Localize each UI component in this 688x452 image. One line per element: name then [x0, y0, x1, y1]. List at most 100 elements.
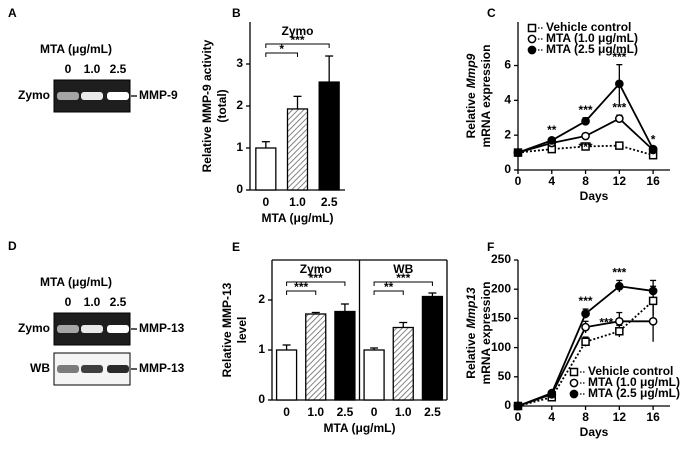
panel-label: F: [487, 240, 494, 254]
x-tick-label: 0: [515, 410, 522, 424]
legend-marker: [527, 34, 537, 44]
y-tick-label: 2: [236, 98, 243, 112]
marker: [648, 286, 658, 296]
legend-marker: [527, 23, 537, 33]
bar: [363, 349, 385, 401]
x-tick-label: 4: [548, 174, 555, 188]
marker: [614, 281, 624, 291]
y-tick-label: 100: [491, 340, 511, 354]
significance-bracket: [265, 43, 330, 48]
blot-band: [107, 92, 129, 100]
bar: [275, 349, 298, 401]
lane-label: 1.0: [84, 295, 101, 309]
legend-label: MTA (1.0 μg/mL): [546, 31, 638, 45]
lane-label: 0: [65, 62, 72, 76]
marker: [615, 326, 624, 336]
marker: [615, 141, 624, 150]
y-tick-label: 200: [491, 281, 511, 295]
x-tick-label: 8: [582, 410, 589, 424]
series-line: [517, 144, 654, 157]
significance-label: ***: [309, 271, 323, 285]
lane-label: 2.5: [110, 295, 127, 309]
y-tick-label: 4: [504, 93, 511, 107]
significance-label: ***: [599, 315, 613, 329]
band-label: MMP-9: [139, 88, 178, 102]
y-tick-label: 0: [258, 392, 265, 406]
panel-label: D: [8, 239, 17, 253]
marker: [614, 79, 624, 89]
y-tick-label: 0: [236, 182, 243, 196]
y-axis-label-part: Relative MMP-13: [220, 282, 234, 377]
y-tick-label: 0: [504, 162, 511, 176]
significance-label: ***: [579, 294, 593, 308]
marker: [614, 114, 624, 123]
x-tick-label: 0: [262, 195, 269, 209]
band-label: MMP-13: [139, 361, 185, 375]
blot-band: [107, 365, 129, 373]
significance-bracket: [265, 52, 298, 57]
marker: [648, 296, 658, 306]
marker: [581, 309, 590, 319]
marker: [547, 388, 557, 398]
y-axis-label-part: Relative: [464, 332, 478, 378]
significance-label: *: [651, 133, 656, 147]
blot-band: [107, 325, 129, 333]
y-axis-label: level: [235, 317, 249, 344]
bar: [392, 326, 414, 401]
marker: [581, 322, 590, 332]
x-tick-label: 4: [548, 410, 555, 424]
x-tick-label: 16: [646, 174, 660, 188]
significance-bracket: [373, 281, 433, 286]
x-tick-label: 1.0: [307, 405, 324, 419]
y-axis-label-part: level: [235, 317, 249, 344]
x-axis-label: Days: [580, 189, 609, 203]
y-tick-label: 6: [504, 58, 511, 72]
y-axis-label: Relative Mmp9: [464, 53, 478, 138]
significance-label: ***: [612, 266, 626, 280]
y-axis-label-part: Relative MMP-9 activity: [200, 39, 214, 172]
y-axis-label: mRNA expression: [479, 282, 493, 385]
significance-label: ***: [612, 50, 626, 64]
lane-label: 0: [65, 295, 72, 309]
significance-label: ***: [579, 103, 593, 117]
y-axis-label: Relative MMP-13: [220, 282, 234, 377]
significance-label: ***: [290, 33, 304, 47]
y-tick-label: 3: [236, 56, 243, 70]
legend-marker: [569, 367, 579, 377]
y-axis-label-part: Relative: [464, 92, 478, 138]
significance-label: *: [279, 42, 284, 56]
significance-label: ***: [396, 271, 410, 285]
significance-label: ***: [579, 140, 593, 154]
y-tick-label: 1: [236, 140, 243, 154]
y-tick-label: 50: [498, 369, 512, 383]
y-axis-label-part: Mmp13: [464, 287, 478, 329]
marker: [581, 131, 590, 141]
marker: [648, 144, 658, 154]
y-axis-label: mRNA expression: [479, 45, 493, 148]
y-tick-label: 2: [504, 127, 511, 141]
marker: [581, 116, 590, 126]
y-axis-label-part: (total): [215, 89, 229, 122]
significance-label: **: [384, 280, 394, 294]
significance-label: ***: [294, 280, 308, 294]
blot-band: [81, 365, 103, 373]
y-tick-label: 250: [491, 252, 511, 266]
panel-label: C: [487, 6, 496, 20]
legend-marker: [527, 45, 537, 55]
panel-label: A: [8, 6, 17, 20]
panel-label: E: [232, 240, 240, 254]
lane-label: 1.0: [84, 62, 101, 76]
y-tick-label: 150: [491, 311, 511, 325]
marker: [614, 316, 624, 326]
y-axis-label: (total): [215, 89, 229, 122]
marker: [513, 148, 523, 157]
legend-label: Vehicle control: [588, 364, 673, 378]
x-tick-label: 0: [371, 405, 378, 419]
y-axis-label: Relative Mmp13: [464, 287, 478, 379]
y-axis-label-part: mRNA expression: [479, 45, 493, 148]
group-label: Zymo: [281, 24, 313, 38]
bar: [318, 81, 340, 191]
significance-bracket: [286, 290, 317, 295]
blot-header: MTA (μg/mL): [40, 275, 112, 289]
blot-band: [57, 92, 79, 100]
